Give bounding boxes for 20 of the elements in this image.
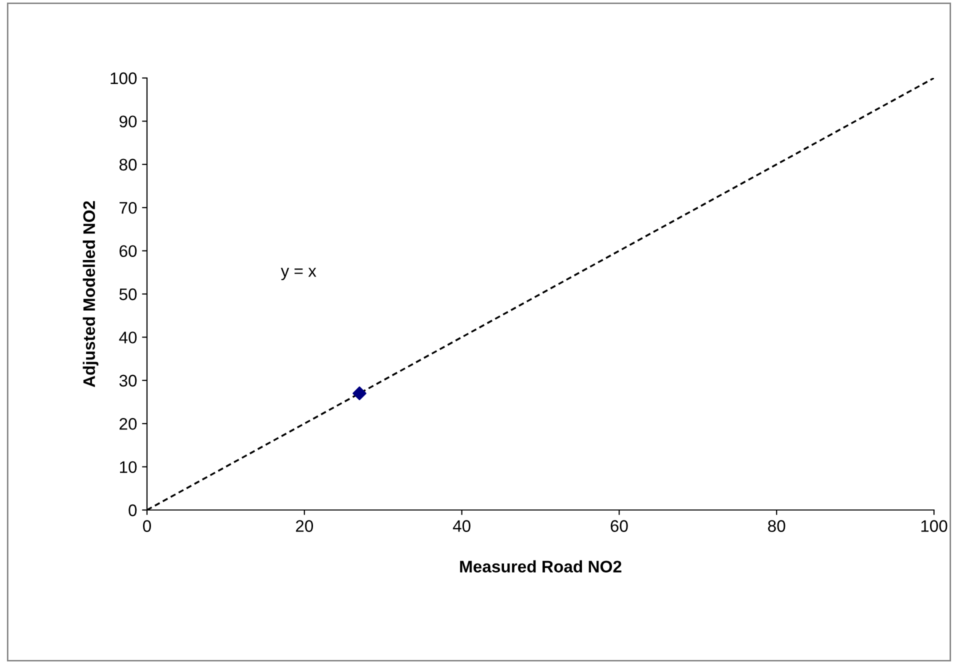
y-tick-label: 50 <box>119 288 137 300</box>
x-tick-label: 100 <box>921 520 948 532</box>
y-tick-label: 0 <box>128 504 137 516</box>
y-axis-title: Adjusted Modelled NO2 <box>82 201 98 388</box>
y-tick-label: 20 <box>120 418 137 430</box>
y-tick-label: 60 <box>120 245 137 258</box>
x-tick-label: 20 <box>296 520 314 532</box>
x-tick-label: 40 <box>452 520 470 532</box>
y-tick-label: 70 <box>120 202 137 214</box>
annotation: y = x <box>280 268 316 280</box>
y-tick-label: 80 <box>119 158 137 171</box>
y-tick-label: 90 <box>120 116 137 128</box>
x-axis-title: Measured Road NO2 <box>460 560 622 572</box>
y-tick-label: 40 <box>119 332 137 344</box>
x-tick-label: 60 <box>610 520 628 532</box>
y-tick-label: 30 <box>119 374 137 387</box>
x-tick-label: 0 <box>143 520 151 532</box>
y-tick-label: 100 <box>110 72 137 84</box>
y-tick-label: 10 <box>120 461 137 474</box>
x-tick-label: 80 <box>768 520 786 532</box>
